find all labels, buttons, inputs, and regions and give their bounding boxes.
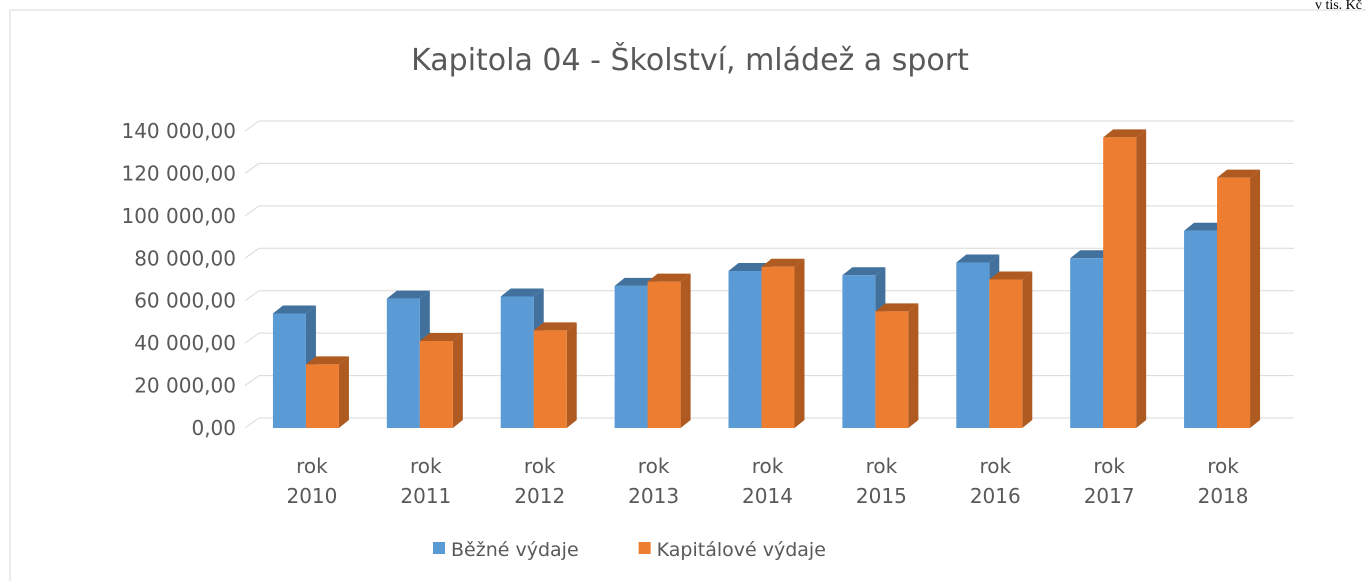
bar-side [1250, 169, 1261, 428]
grid-line [244, 332, 1294, 344]
bar [761, 266, 795, 428]
bar [728, 271, 762, 428]
unit-note: v tis. Kč [1315, 0, 1362, 13]
bar [305, 364, 339, 428]
grid-line [244, 162, 1294, 174]
bar [500, 296, 534, 428]
x-tick-label-line: rok [1093, 454, 1125, 478]
x-tick-label-line: rok [296, 454, 328, 478]
bar-top [533, 322, 577, 331]
bar-top [647, 273, 691, 282]
grid-line [244, 417, 1294, 429]
bar [533, 330, 567, 428]
x-tick-label-line: rok [1207, 454, 1239, 478]
x-tick-label-line: 2011 [400, 484, 451, 508]
x-tick-label-line: 2017 [1084, 484, 1135, 508]
x-tick-label: rok 2011 [400, 454, 451, 508]
y-tick-label: 20 000,00 [134, 374, 236, 398]
y-tick-label: 120 000,00 [121, 161, 236, 185]
bar-side [1022, 271, 1033, 428]
grid-line [244, 205, 1294, 217]
x-tick-label-line: rok [410, 454, 442, 478]
bar [272, 313, 306, 428]
x-tick-label-line: rok [866, 454, 898, 478]
x-tick-label-line: 2018 [1198, 484, 1249, 508]
x-tick-label-line: 2010 [286, 484, 337, 508]
grid-line [244, 290, 1294, 302]
bar-top [386, 290, 430, 299]
bar [842, 275, 876, 428]
bar-side [566, 322, 577, 428]
x-tick-label-line: 2012 [514, 484, 565, 508]
x-tick-label-line: 2015 [856, 484, 907, 508]
bar-side [338, 356, 349, 428]
x-tick-label: rok 2018 [1198, 454, 1249, 508]
grid-line [244, 247, 1294, 259]
bar [614, 285, 648, 428]
bar-top [419, 333, 463, 342]
bar-top [842, 267, 886, 276]
bar-top [1217, 169, 1261, 178]
x-tick-label-line: rok [524, 454, 556, 478]
bar-top [875, 303, 919, 312]
y-tick-label: 0,00 [191, 416, 236, 440]
bar-side [452, 333, 463, 428]
chart-title: Kapitola 04 - Školství, mládež a sport [411, 41, 969, 78]
bar-side [1136, 129, 1147, 428]
x-tick-label: rok 2016 [970, 454, 1021, 508]
bar-top [272, 305, 316, 314]
x-tick-label-line: 2016 [970, 484, 1021, 508]
legend-swatch [433, 542, 445, 554]
x-tick-label-line: rok [638, 454, 670, 478]
bar-top [614, 277, 658, 286]
x-tick-label-line: rok [752, 454, 784, 478]
grid-line [244, 120, 1294, 132]
bar-top [728, 263, 772, 272]
bar [1217, 177, 1251, 428]
bar [1103, 137, 1137, 428]
bar [875, 311, 909, 428]
x-tick-label: rok 2017 [1084, 454, 1135, 508]
bar-side [794, 258, 805, 428]
bar [1184, 230, 1218, 428]
y-tick-label: 100 000,00 [121, 204, 236, 228]
bar-top [1184, 222, 1228, 231]
y-tick-label: 40 000,00 [134, 331, 236, 355]
bar [647, 281, 681, 428]
bar [956, 262, 990, 428]
bar-top [305, 356, 349, 365]
x-tick-label-line: 2014 [742, 484, 793, 508]
bar-side [908, 303, 919, 428]
bar-top [761, 258, 805, 267]
y-tick-label: 80 000,00 [134, 246, 236, 270]
bar [419, 341, 453, 428]
bar-side [680, 273, 691, 428]
legend-swatch [638, 542, 651, 554]
x-tick-label: rok 2010 [286, 454, 337, 508]
x-tick-label: rok 2013 [628, 454, 679, 508]
y-tick-label: 60 000,00 [134, 289, 236, 313]
x-tick-label-line: 2013 [628, 484, 679, 508]
legend-label: Kapitálové výdaje [657, 539, 826, 561]
bar [386, 298, 420, 428]
bar [989, 279, 1023, 428]
x-tick-label: rok 2014 [742, 454, 793, 508]
bar-top [1070, 250, 1114, 259]
bar-top [956, 254, 1000, 263]
legend-label: Běžné výdaje [451, 539, 579, 561]
bar [1070, 258, 1104, 428]
grid-line [244, 375, 1294, 386]
bar-top [989, 271, 1033, 280]
x-tick-label-line: rok [979, 454, 1011, 478]
x-tick-label: rok 2012 [514, 454, 565, 508]
bar-top [500, 288, 544, 297]
y-tick-label: 140 000,00 [121, 119, 236, 143]
bar-top [1103, 129, 1147, 138]
x-tick-label: rok 2015 [856, 454, 907, 508]
